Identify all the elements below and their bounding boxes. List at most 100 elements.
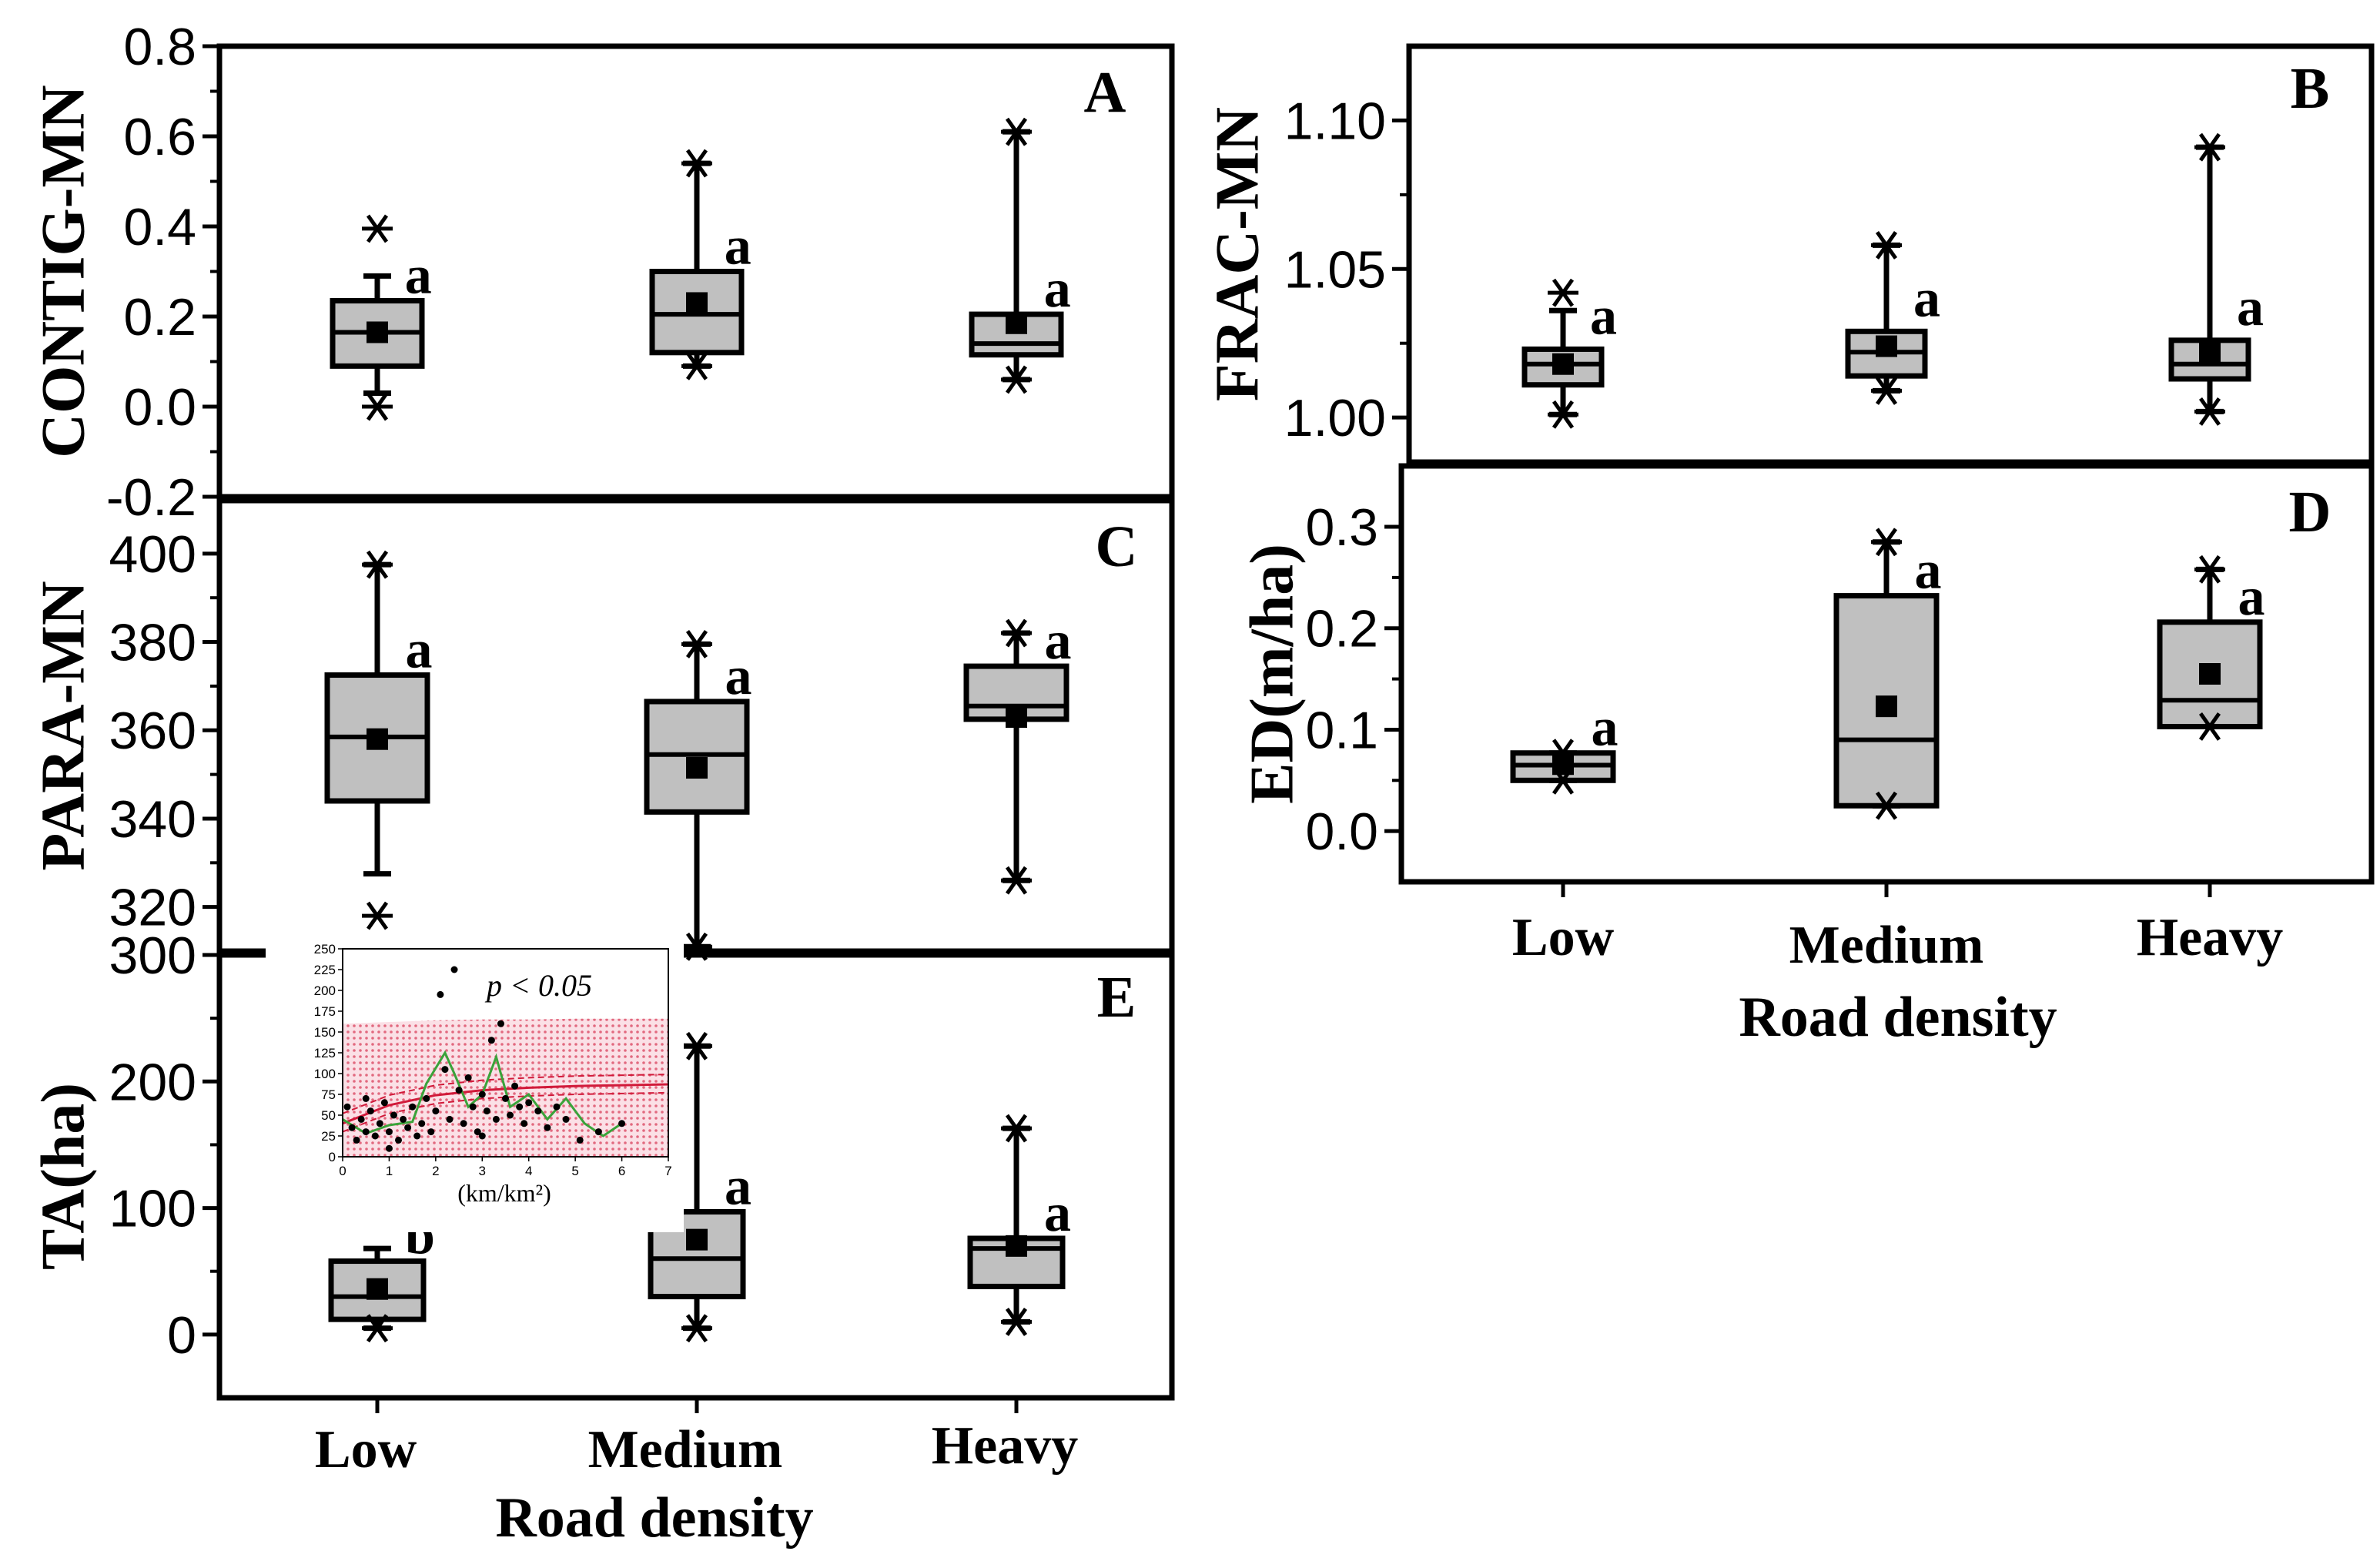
category-label-D-1: Medium bbox=[1789, 916, 1984, 975]
panel-letter-E: E bbox=[1097, 965, 1136, 1030]
mean-marker bbox=[1006, 1235, 1027, 1257]
outlier-1-d2 bbox=[685, 1314, 708, 1343]
inset-xtick-label-2: 2 bbox=[432, 1164, 439, 1178]
ytick-label-A-5: 0.8 bbox=[123, 18, 196, 76]
scatter-point-46 bbox=[441, 1066, 449, 1074]
scatter-point-9 bbox=[385, 1128, 393, 1136]
scatter-point-39 bbox=[534, 1107, 542, 1115]
ytick-label-D-0: 0.0 bbox=[1305, 802, 1378, 861]
panel-letter-A: A bbox=[1084, 60, 1126, 125]
scatter-point-13 bbox=[404, 1124, 412, 1131]
mean-marker bbox=[2199, 663, 2221, 685]
ytick-label-E-1: 100 bbox=[109, 1180, 196, 1238]
scatter-point-42 bbox=[562, 1115, 570, 1123]
box-D-low: a bbox=[1510, 699, 1618, 795]
outlier-1 bbox=[1871, 791, 1902, 820]
box-B-low: a bbox=[1521, 278, 1617, 429]
outlier-0 bbox=[362, 550, 393, 579]
outlier-0-d2 bbox=[1005, 618, 1028, 648]
sig-letter: a bbox=[1590, 286, 1617, 346]
inset-ytick-label-7: 175 bbox=[314, 1004, 336, 1019]
outlier-1 bbox=[362, 392, 393, 421]
inset-ytick-label-0: 0 bbox=[329, 1150, 336, 1164]
mean-marker bbox=[1552, 353, 1574, 375]
outlier-0-d2 bbox=[685, 149, 708, 178]
mean-marker bbox=[367, 1278, 388, 1300]
scatter-point-5 bbox=[367, 1107, 374, 1115]
sig-letter: a bbox=[725, 647, 752, 706]
outlier-1-d2 bbox=[1875, 376, 1898, 405]
outlier-0-d2 bbox=[2198, 132, 2221, 162]
sig-letter: a bbox=[1913, 269, 1940, 328]
box-D-heavy: a bbox=[2157, 554, 2265, 741]
outlier-1 bbox=[1548, 400, 1578, 429]
inset-ytick-label-3: 75 bbox=[321, 1087, 336, 1102]
scatter-point-32 bbox=[497, 1020, 504, 1027]
scatter-point-2 bbox=[353, 1136, 360, 1144]
scatter-point-36 bbox=[516, 1103, 524, 1111]
outlier-0-d2 bbox=[1552, 278, 1575, 307]
outlier-1 bbox=[362, 1314, 393, 1343]
scatter-point-34 bbox=[507, 1111, 514, 1119]
ytick-label-A-2: 0.2 bbox=[123, 288, 196, 347]
panel-letter-D: D bbox=[2289, 480, 2331, 544]
ytick-label-A-3: 0.4 bbox=[123, 198, 196, 256]
scatter-point-41 bbox=[553, 1103, 561, 1111]
sig-letter: a bbox=[1044, 260, 1071, 319]
inset-xtick-label-6: 6 bbox=[618, 1164, 625, 1178]
ylabel-A: CONTIG-MN bbox=[29, 85, 97, 457]
outlier-0 bbox=[362, 214, 393, 243]
scatter-point-24 bbox=[460, 1120, 467, 1127]
outlier-0-d2 bbox=[1005, 1114, 1028, 1143]
ylabel-E: TA(ha) bbox=[29, 1083, 97, 1270]
panel-A: -0.2 0.0 0.2 0.4 0.6 0.8 CONTIG-MN Aa a a bbox=[29, 18, 1175, 527]
outlier-0-d2 bbox=[1875, 528, 1898, 557]
scatter-point-40 bbox=[544, 1124, 551, 1131]
mean-marker bbox=[367, 321, 388, 343]
scatter-point-47 bbox=[385, 1144, 393, 1152]
inset-ytick-label-6: 150 bbox=[314, 1025, 336, 1040]
box-B-heavy: a bbox=[2168, 132, 2264, 426]
scatter-point-20 bbox=[437, 990, 444, 998]
outlier-0 bbox=[1548, 278, 1578, 307]
box-C-medium: a bbox=[644, 629, 752, 961]
panel-letter-C: C bbox=[1096, 514, 1138, 579]
sig-letter: a bbox=[725, 1158, 751, 1217]
outlier-0 bbox=[2194, 554, 2225, 584]
ytick-label-E-2: 200 bbox=[109, 1053, 196, 1111]
ytick-label-B-0: 1.00 bbox=[1284, 389, 1386, 447]
scatter-point-38 bbox=[525, 1099, 533, 1107]
outlier-1-d2 bbox=[1552, 400, 1575, 429]
fit-upper-ci bbox=[342, 1074, 669, 1114]
mean-marker bbox=[1876, 695, 1897, 718]
inset-ytick-label-1: 25 bbox=[321, 1129, 336, 1144]
scatter-point-28 bbox=[478, 1091, 486, 1098]
sig-letter: a bbox=[2238, 568, 2265, 627]
scatter-point-16 bbox=[418, 1120, 426, 1127]
panel-letter-B: B bbox=[2291, 56, 2330, 121]
box-C-heavy: a bbox=[963, 611, 1072, 895]
sig-letter: a bbox=[725, 217, 751, 276]
outlier-1 bbox=[1001, 1307, 1032, 1336]
inset-xlabel: (km/km²) bbox=[457, 1179, 551, 1207]
inset-xtick-label-1: 1 bbox=[386, 1164, 393, 1178]
mean-marker bbox=[2199, 341, 2221, 364]
scatter-point-33 bbox=[502, 1094, 509, 1102]
box-A-low: a bbox=[330, 214, 432, 421]
inset-ytick-label-5: 125 bbox=[314, 1046, 336, 1060]
scatter-point-19 bbox=[432, 1107, 440, 1115]
outlier-0-d2 bbox=[366, 214, 389, 243]
inset-ytick-label-2: 50 bbox=[321, 1108, 336, 1123]
scatter-point-31 bbox=[492, 1115, 500, 1123]
scatter-point-18 bbox=[427, 1128, 435, 1136]
scatter-point-44 bbox=[594, 1128, 602, 1136]
sig-letter: a bbox=[405, 246, 432, 306]
outlier-0 bbox=[1001, 618, 1032, 648]
scatter-point-30 bbox=[487, 1037, 495, 1044]
outlier-1-d2 bbox=[1005, 866, 1028, 895]
scatter-point-22 bbox=[450, 966, 458, 973]
scatter-point-49 bbox=[478, 1132, 486, 1140]
